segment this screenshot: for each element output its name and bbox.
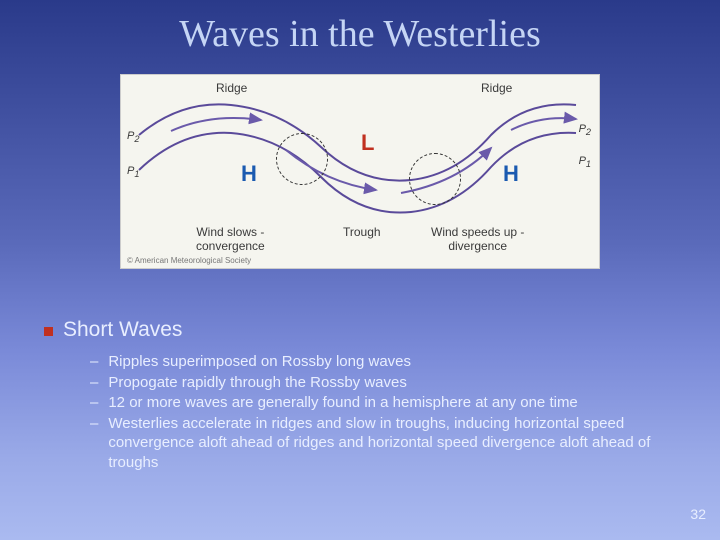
dash-icon: – — [90, 352, 98, 372]
label-trough: Trough — [343, 225, 381, 239]
wave-svg — [121, 75, 601, 270]
label-L: L — [361, 130, 374, 156]
label-H-1: H — [241, 161, 257, 187]
label-wind-speeds: Wind speeds up - divergence — [431, 225, 524, 253]
page-number: 32 — [690, 506, 706, 522]
list-item: – Propogate rapidly through the Rossby w… — [90, 373, 696, 393]
list-item: – Ripples superimposed on Rossby long wa… — [90, 352, 696, 372]
label-P2-left: P2 — [127, 130, 139, 144]
list-item: – 12 or more waves are generally found i… — [90, 393, 696, 413]
bullet-text: Westerlies accelerate in ridges and slow… — [108, 414, 696, 473]
bullet-list: – Ripples superimposed on Rossby long wa… — [90, 352, 696, 472]
bullet-text: Propogate rapidly through the Rossby wav… — [108, 373, 407, 393]
convergence-circle — [276, 133, 328, 185]
square-bullet-icon — [44, 327, 53, 336]
wave-diagram: Ridge Ridge Trough Wind slows - converge… — [120, 74, 600, 269]
label-P1-left: P1 — [127, 165, 139, 179]
label-P1-right: P1 — [579, 155, 591, 169]
slide-title: Waves in the Westerlies — [0, 0, 720, 56]
label-H-2: H — [503, 161, 519, 187]
dash-icon: – — [90, 373, 98, 393]
flow-arrow-1 — [171, 118, 261, 131]
dash-icon: – — [90, 414, 98, 434]
diagram-credit: © American Meteorological Society — [127, 256, 251, 265]
bullet-text: 12 or more waves are generally found in … — [108, 393, 577, 413]
label-P2-right: P2 — [579, 123, 591, 137]
list-item: – Westerlies accelerate in ridges and sl… — [90, 414, 696, 473]
content-block: Short Waves – Ripples superimposed on Ro… — [44, 318, 696, 473]
section-header-row: Short Waves — [44, 318, 696, 342]
label-wind-slows: Wind slows - convergence — [196, 225, 265, 253]
bullet-text: Ripples superimposed on Rossby long wave… — [108, 352, 411, 372]
label-ridge-2: Ridge — [481, 81, 512, 95]
section-title: Short Waves — [63, 318, 182, 342]
label-ridge-1: Ridge — [216, 81, 247, 95]
divergence-circle — [409, 153, 461, 205]
dash-icon: – — [90, 393, 98, 413]
flow-arrow-4 — [511, 118, 576, 130]
